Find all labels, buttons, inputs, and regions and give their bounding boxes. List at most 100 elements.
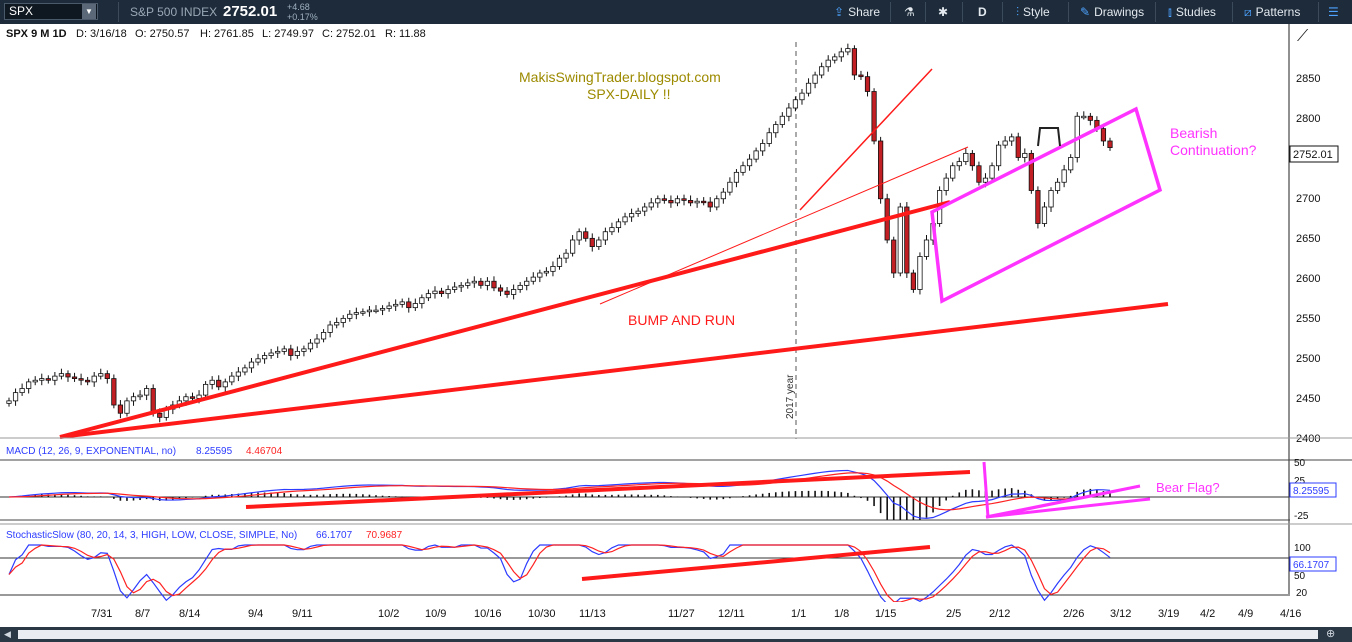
candle-body (307, 342, 314, 350)
menu-icon: ☰ (1328, 5, 1339, 19)
candle-body (642, 206, 648, 212)
menu-button[interactable]: ☰ (1322, 0, 1349, 24)
chart-range: R: 11.88 (385, 28, 426, 40)
toolbar-divider (1232, 2, 1233, 22)
candle-body (609, 227, 615, 233)
time-axis-bg (0, 602, 1352, 627)
candle-body (91, 375, 97, 383)
patterns-button[interactable]: ⧄ Patterns (1238, 0, 1306, 24)
time-tick: 9/11 (292, 608, 313, 620)
candle-body (681, 198, 687, 201)
candle-body (838, 51, 844, 58)
candle-body (891, 239, 897, 274)
style-button[interactable]: ⫶ Style (1010, 0, 1056, 24)
scroll-track[interactable] (18, 630, 1318, 639)
candle-body (773, 124, 779, 134)
toolbar-divider (890, 2, 891, 22)
toolbar-divider (1155, 2, 1156, 22)
zoom-icon[interactable]: ⊕ (1326, 628, 1336, 640)
candle-body (379, 308, 386, 311)
candle-body (314, 338, 320, 344)
candle-body (137, 394, 143, 398)
chart-high: H: 2761.85 (200, 28, 254, 40)
candle-body (655, 198, 661, 204)
time-tick: 12/11 (718, 608, 745, 620)
candle-body (340, 317, 346, 323)
macd-tick: 50 (1294, 458, 1306, 469)
macd-value: 8.25595 (196, 446, 233, 457)
candle-body (596, 239, 602, 247)
auto-scale-icon[interactable]: ⟋ (1297, 28, 1309, 45)
chart-area[interactable]: SPX 9 M 1D D: 3/16/18 O: 2750.57 H: 2761… (0, 24, 1352, 627)
candle-body (668, 199, 674, 204)
time-tick: 10/2 (378, 608, 399, 620)
candle-body (799, 92, 805, 101)
studies-label: Studies (1175, 5, 1216, 19)
trendline-steep (799, 68, 933, 211)
candle-body (6, 400, 12, 404)
candle-body (255, 358, 261, 363)
year-marker-label: 2017 year (785, 374, 796, 419)
time-tick: 4/9 (1238, 608, 1253, 620)
index-name: S&P 500 INDEX (130, 5, 218, 19)
bump-run-annotation: BUMP AND RUN (628, 312, 735, 328)
share-button[interactable]: ⇪ Share (828, 0, 886, 24)
price-tick: 2850 (1296, 73, 1320, 85)
candle-body (589, 237, 595, 248)
candle-body (635, 210, 641, 214)
symbol-dropdown-icon[interactable]: ▼ (82, 4, 96, 19)
candle-body (393, 303, 399, 307)
candle-body (583, 231, 589, 239)
drawings-button[interactable]: ✎ Drawings (1074, 0, 1150, 24)
price-axis: 2850 2800 2700 2650 2600 2550 2500 2450 … (1296, 73, 1320, 445)
scroll-left-icon[interactable]: ◀ (4, 629, 11, 639)
horizontal-scrollbar[interactable]: ◀ ⊕ (0, 627, 1352, 642)
candle-body (1028, 152, 1034, 191)
candle-body (995, 144, 1002, 167)
candle-body (288, 348, 294, 356)
time-tick: 8/7 (135, 608, 150, 620)
toolbar-divider (962, 2, 963, 22)
candle-body (851, 48, 858, 76)
settings-button[interactable]: ✱ (932, 0, 958, 24)
aggregation-button[interactable]: D (978, 5, 987, 19)
stoch-label: StochasticSlow (80, 20, 14, 3, HIGH, LOW… (6, 530, 297, 541)
price-chart[interactable]: SPX 9 M 1D D: 3/16/18 O: 2750.57 H: 2761… (0, 24, 1352, 627)
symbol-input[interactable]: SPX (4, 3, 98, 20)
candle-body (950, 165, 956, 179)
candle-body (694, 200, 700, 204)
candle-body (12, 392, 19, 402)
time-tick: 10/30 (528, 608, 556, 620)
macd-trendline (245, 470, 971, 509)
candle-body (733, 171, 740, 183)
candle-body (1009, 136, 1015, 142)
current-price-label: 2752.01 (1293, 149, 1333, 161)
candle-body (923, 239, 930, 257)
candle-body (1022, 152, 1028, 158)
bear-flag-lines (982, 461, 1151, 519)
candle-body (1041, 206, 1048, 224)
candle-body (845, 48, 851, 53)
flask-button[interactable]: ⚗ (898, 0, 925, 24)
candle-body (157, 412, 163, 418)
time-tick: 1/8 (834, 608, 849, 620)
candle-body (727, 181, 733, 193)
candle-body (386, 305, 392, 309)
peak-marker (1037, 127, 1061, 147)
chart-background (0, 24, 1352, 627)
candlesticks (6, 43, 1113, 423)
time-tick: 4/2 (1200, 608, 1215, 620)
candle-body (465, 282, 471, 286)
candle-body (786, 107, 792, 117)
candle-body (740, 165, 746, 173)
candle-body (917, 256, 923, 290)
time-tick: 9/4 (248, 608, 263, 620)
candle-body (406, 301, 412, 309)
stoch-current-box (1289, 556, 1337, 572)
price-tick: 2650 (1296, 233, 1320, 245)
candle-body (1048, 190, 1054, 208)
candle-body (235, 371, 241, 377)
time-tick: 11/13 (579, 608, 606, 620)
candle-body (26, 381, 32, 389)
studies-button[interactable]: ⫾ Studies (1162, 0, 1222, 24)
